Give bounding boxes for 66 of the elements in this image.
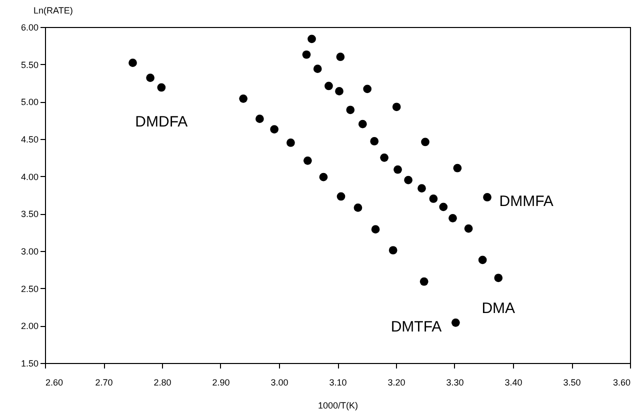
point (286, 138, 295, 147)
x-tick-label: 2.70 (95, 378, 113, 388)
point (451, 318, 460, 327)
point (146, 74, 154, 82)
point (404, 176, 412, 184)
point (371, 225, 380, 234)
point (464, 224, 473, 233)
x-tick-label: 2.60 (46, 378, 64, 388)
point (421, 138, 430, 146)
point (392, 102, 401, 112)
x-tick-label: 3.60 (612, 378, 630, 388)
point (394, 165, 402, 174)
y-tick-label: 4.00 (20, 172, 38, 182)
point (335, 87, 344, 96)
point (313, 64, 322, 73)
x-tick-label: 2.90 (212, 378, 230, 388)
series-label: DMTFA (390, 318, 442, 336)
y-tick-label: 2.00 (20, 321, 38, 332)
x-tick-label: 3.00 (270, 378, 288, 388)
y-tick-label: 4.50 (20, 134, 38, 144)
y-tick-label: 3.50 (20, 209, 38, 220)
series-label: DMMFA (499, 193, 554, 210)
y-tick-label: 3.00 (20, 246, 38, 256)
x-tick-label: 3.50 (563, 378, 581, 388)
point (388, 246, 398, 254)
point (256, 114, 264, 124)
x-tick-label: 3.10 (329, 378, 347, 388)
point (346, 106, 355, 114)
point (302, 50, 311, 59)
y-tick-label: 5.50 (20, 60, 38, 70)
series-label: DMA (482, 300, 516, 317)
point (370, 137, 379, 146)
x-tick-label: 3.40 (504, 378, 522, 388)
point (483, 193, 492, 202)
y-tick-label: 6.00 (20, 22, 38, 32)
point (303, 156, 312, 165)
point (478, 256, 487, 264)
point (453, 164, 462, 172)
point (363, 84, 372, 94)
point (336, 192, 346, 201)
point (494, 274, 503, 282)
point (358, 120, 367, 128)
point (128, 58, 137, 68)
point (157, 83, 166, 92)
y-tick-label: 5.00 (20, 97, 38, 108)
x-tick-label: 3.30 (446, 378, 464, 388)
point (429, 194, 438, 203)
point (270, 125, 279, 134)
point (319, 172, 328, 182)
x-tick-label: 3.20 (388, 378, 406, 388)
x-tick-label: 2.80 (154, 378, 172, 388)
x-axis-title: 1000/T(K) (318, 400, 358, 410)
y-tick-label: 2.50 (20, 284, 38, 294)
y-tick-label: 1.50 (20, 358, 38, 368)
point (380, 153, 388, 162)
point (239, 94, 248, 103)
point (439, 202, 448, 212)
point (420, 277, 428, 286)
y-axis-title: Ln(RATE) (34, 6, 73, 16)
point (308, 34, 316, 44)
point (324, 82, 333, 90)
point (354, 204, 362, 212)
text: DMDFA (135, 113, 188, 130)
point (448, 214, 457, 222)
point (418, 184, 426, 192)
point (336, 52, 345, 62)
